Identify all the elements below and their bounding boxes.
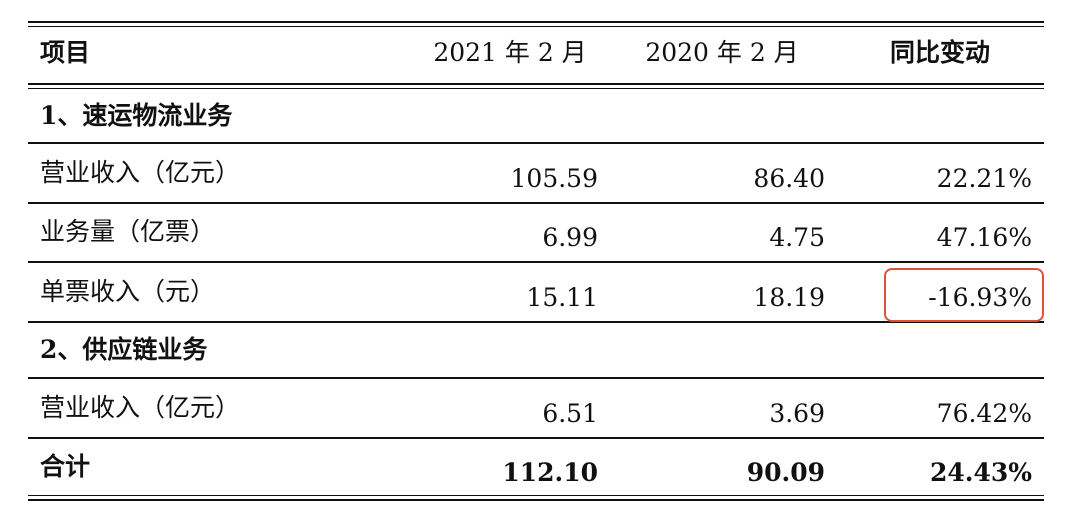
- row-label: 营业收入（亿元）: [40, 392, 241, 422]
- rule: [28, 88, 1044, 89]
- value-cell: 6.99: [542, 223, 598, 252]
- rule: [28, 499, 1044, 501]
- rule: [28, 26, 1044, 27]
- header-cell: 项目: [40, 38, 91, 67]
- value-cell: 86.40: [753, 163, 825, 193]
- value-cell: 3.69: [769, 398, 825, 428]
- row-label: 合计: [40, 451, 91, 481]
- value-cell: 112.10: [502, 457, 598, 487]
- section-label: 1、速运物流业务: [40, 100, 233, 130]
- rule: [28, 83, 1044, 85]
- row-label: 单票收入（元）: [40, 276, 216, 306]
- highlight-box: [884, 268, 1044, 322]
- rule: [28, 437, 1044, 439]
- value-cell: 105.59: [510, 163, 598, 193]
- value-cell: 47.16%: [936, 223, 1032, 252]
- rule: [28, 21, 1044, 23]
- rule: [28, 202, 1044, 204]
- value-cell: 24.43%: [929, 457, 1032, 487]
- section-label: 2、供应链业务: [40, 334, 208, 364]
- header-cell: 2020 年 2 月: [645, 38, 799, 67]
- value-cell: 4.75: [769, 223, 825, 252]
- row-label: 营业收入（亿元）: [40, 157, 241, 187]
- rule: [28, 142, 1044, 144]
- rule: [28, 495, 1044, 496]
- rule: [28, 261, 1044, 263]
- row-label: 业务量（亿票）: [40, 217, 216, 246]
- value-cell: 22.21%: [936, 163, 1032, 193]
- header-cell: 同比变动: [889, 38, 990, 67]
- rule: [28, 321, 1044, 323]
- value-cell: 90.09: [746, 457, 825, 487]
- value-cell: 6.51: [542, 398, 598, 428]
- value-cell: 76.42%: [936, 398, 1032, 428]
- value-cell: -16.93%: [928, 282, 1032, 312]
- rule: [28, 377, 1044, 379]
- value-cell: 15.11: [526, 282, 598, 312]
- value-cell: 18.19: [753, 282, 825, 312]
- header-cell: 2021 年 2 月: [433, 38, 587, 67]
